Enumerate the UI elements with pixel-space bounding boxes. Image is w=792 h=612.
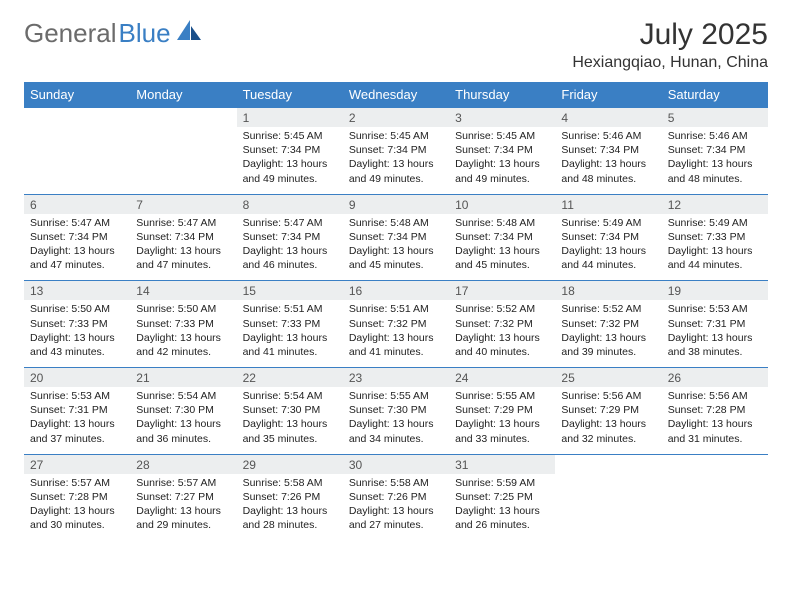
- day-detail-cell: Sunrise: 5:47 AMSunset: 7:34 PMDaylight:…: [237, 214, 343, 281]
- location-text: Hexiangqiao, Hunan, China: [572, 54, 768, 72]
- day-detail-cell: Sunrise: 5:55 AMSunset: 7:29 PMDaylight:…: [449, 387, 555, 454]
- day-header: Friday: [555, 82, 661, 108]
- day-number-cell: 26: [662, 368, 768, 387]
- day-number-cell: 21: [130, 368, 236, 387]
- day-header: Monday: [130, 82, 236, 108]
- day-number-cell: 14: [130, 281, 236, 300]
- day-detail-cell: Sunrise: 5:48 AMSunset: 7:34 PMDaylight:…: [343, 214, 449, 281]
- logo-text-general: General: [24, 18, 117, 49]
- day-detail-row: Sunrise: 5:50 AMSunset: 7:33 PMDaylight:…: [24, 300, 768, 367]
- day-detail-cell: Sunrise: 5:54 AMSunset: 7:30 PMDaylight:…: [237, 387, 343, 454]
- day-number-cell: 20: [24, 368, 130, 387]
- day-number-cell: 2: [343, 108, 449, 127]
- day-number-row: 13141516171819: [24, 281, 768, 300]
- day-header: Sunday: [24, 82, 130, 108]
- day-number-cell: 3: [449, 108, 555, 127]
- calendar-body: 12345Sunrise: 5:45 AMSunset: 7:34 PMDayl…: [24, 108, 768, 541]
- day-number-cell: 25: [555, 368, 661, 387]
- day-detail-cell: Sunrise: 5:45 AMSunset: 7:34 PMDaylight:…: [343, 127, 449, 194]
- day-number-cell: 9: [343, 195, 449, 214]
- day-number-cell: 4: [555, 108, 661, 127]
- day-number-row: 2728293031: [24, 455, 768, 474]
- logo-text-blue: Blue: [119, 18, 171, 49]
- day-number-cell: 31: [449, 455, 555, 474]
- day-detail-cell: Sunrise: 5:53 AMSunset: 7:31 PMDaylight:…: [662, 300, 768, 367]
- day-detail-cell: Sunrise: 5:58 AMSunset: 7:26 PMDaylight:…: [343, 474, 449, 541]
- day-header: Wednesday: [343, 82, 449, 108]
- day-detail-cell: Sunrise: 5:52 AMSunset: 7:32 PMDaylight:…: [449, 300, 555, 367]
- day-header: Thursday: [449, 82, 555, 108]
- day-number-cell: [24, 108, 130, 127]
- day-header: Tuesday: [237, 82, 343, 108]
- day-number-cell: 7: [130, 195, 236, 214]
- day-detail-cell: [130, 127, 236, 194]
- day-header: Saturday: [662, 82, 768, 108]
- day-number-cell: 27: [24, 455, 130, 474]
- day-number-cell: 18: [555, 281, 661, 300]
- day-detail-cell: Sunrise: 5:51 AMSunset: 7:32 PMDaylight:…: [343, 300, 449, 367]
- day-detail-row: Sunrise: 5:53 AMSunset: 7:31 PMDaylight:…: [24, 387, 768, 454]
- day-detail-cell: Sunrise: 5:57 AMSunset: 7:27 PMDaylight:…: [130, 474, 236, 541]
- day-detail-row: Sunrise: 5:47 AMSunset: 7:34 PMDaylight:…: [24, 214, 768, 281]
- day-number-cell: 5: [662, 108, 768, 127]
- day-detail-cell: Sunrise: 5:50 AMSunset: 7:33 PMDaylight:…: [24, 300, 130, 367]
- day-number-row: 6789101112: [24, 195, 768, 214]
- month-title: July 2025: [572, 18, 768, 52]
- header: GeneralBlue July 2025 Hexiangqiao, Hunan…: [24, 18, 768, 72]
- day-detail-cell: Sunrise: 5:54 AMSunset: 7:30 PMDaylight:…: [130, 387, 236, 454]
- day-number-cell: 15: [237, 281, 343, 300]
- day-number-cell: 30: [343, 455, 449, 474]
- day-number-row: 12345: [24, 108, 768, 127]
- day-detail-cell: Sunrise: 5:49 AMSunset: 7:34 PMDaylight:…: [555, 214, 661, 281]
- day-number-cell: [130, 108, 236, 127]
- day-detail-row: Sunrise: 5:57 AMSunset: 7:28 PMDaylight:…: [24, 474, 768, 541]
- day-detail-cell: Sunrise: 5:59 AMSunset: 7:25 PMDaylight:…: [449, 474, 555, 541]
- day-detail-cell: Sunrise: 5:53 AMSunset: 7:31 PMDaylight:…: [24, 387, 130, 454]
- day-number-cell: 12: [662, 195, 768, 214]
- day-detail-cell: Sunrise: 5:47 AMSunset: 7:34 PMDaylight:…: [130, 214, 236, 281]
- day-number-cell: 19: [662, 281, 768, 300]
- day-detail-cell: Sunrise: 5:56 AMSunset: 7:29 PMDaylight:…: [555, 387, 661, 454]
- title-block: July 2025 Hexiangqiao, Hunan, China: [572, 18, 768, 72]
- day-detail-cell: Sunrise: 5:51 AMSunset: 7:33 PMDaylight:…: [237, 300, 343, 367]
- day-number-row: 20212223242526: [24, 368, 768, 387]
- day-detail-cell: [555, 474, 661, 541]
- day-detail-cell: Sunrise: 5:48 AMSunset: 7:34 PMDaylight:…: [449, 214, 555, 281]
- day-number-cell: 28: [130, 455, 236, 474]
- day-detail-cell: [24, 127, 130, 194]
- day-detail-cell: Sunrise: 5:46 AMSunset: 7:34 PMDaylight:…: [662, 127, 768, 194]
- day-detail-row: Sunrise: 5:45 AMSunset: 7:34 PMDaylight:…: [24, 127, 768, 194]
- day-number-cell: 23: [343, 368, 449, 387]
- logo-sail-icon: [177, 20, 203, 47]
- calendar-table: SundayMondayTuesdayWednesdayThursdayFrid…: [24, 82, 768, 540]
- day-detail-cell: Sunrise: 5:56 AMSunset: 7:28 PMDaylight:…: [662, 387, 768, 454]
- day-number-cell: 22: [237, 368, 343, 387]
- day-detail-cell: Sunrise: 5:46 AMSunset: 7:34 PMDaylight:…: [555, 127, 661, 194]
- day-number-cell: 1: [237, 108, 343, 127]
- day-number-cell: [555, 455, 661, 474]
- day-detail-cell: Sunrise: 5:55 AMSunset: 7:30 PMDaylight:…: [343, 387, 449, 454]
- day-detail-cell: Sunrise: 5:45 AMSunset: 7:34 PMDaylight:…: [449, 127, 555, 194]
- day-detail-cell: Sunrise: 5:58 AMSunset: 7:26 PMDaylight:…: [237, 474, 343, 541]
- day-number-cell: 16: [343, 281, 449, 300]
- day-detail-cell: Sunrise: 5:52 AMSunset: 7:32 PMDaylight:…: [555, 300, 661, 367]
- day-number-cell: 17: [449, 281, 555, 300]
- day-detail-cell: Sunrise: 5:57 AMSunset: 7:28 PMDaylight:…: [24, 474, 130, 541]
- day-header-row: SundayMondayTuesdayWednesdayThursdayFrid…: [24, 82, 768, 108]
- day-detail-cell: Sunrise: 5:49 AMSunset: 7:33 PMDaylight:…: [662, 214, 768, 281]
- day-number-cell: 11: [555, 195, 661, 214]
- day-number-cell: 13: [24, 281, 130, 300]
- day-number-cell: 8: [237, 195, 343, 214]
- day-number-cell: 24: [449, 368, 555, 387]
- day-detail-cell: Sunrise: 5:45 AMSunset: 7:34 PMDaylight:…: [237, 127, 343, 194]
- logo: GeneralBlue: [24, 18, 203, 49]
- day-number-cell: 10: [449, 195, 555, 214]
- day-number-cell: 29: [237, 455, 343, 474]
- day-detail-cell: Sunrise: 5:47 AMSunset: 7:34 PMDaylight:…: [24, 214, 130, 281]
- day-detail-cell: [662, 474, 768, 541]
- day-number-cell: 6: [24, 195, 130, 214]
- day-detail-cell: Sunrise: 5:50 AMSunset: 7:33 PMDaylight:…: [130, 300, 236, 367]
- day-number-cell: [662, 455, 768, 474]
